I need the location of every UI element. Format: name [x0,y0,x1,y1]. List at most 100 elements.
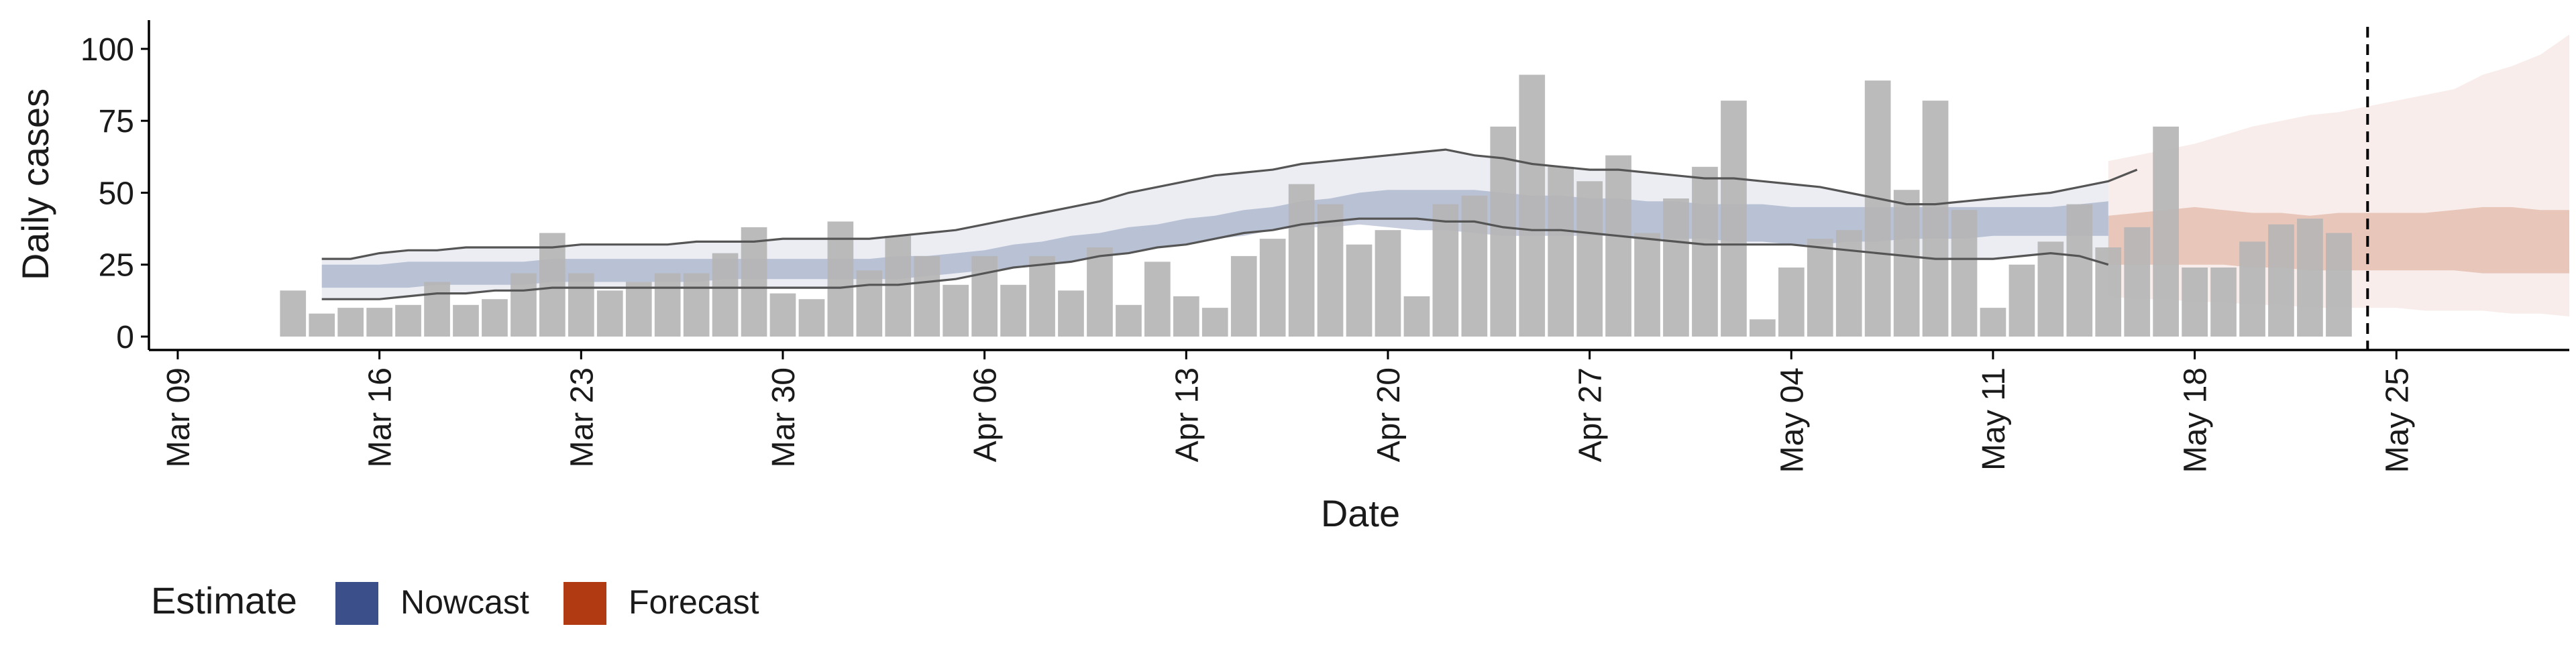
y-tick-label: 50 [99,176,134,211]
x-tick-label: Mar 30 [766,367,802,467]
bar [366,308,392,337]
bar [1605,155,1631,337]
bar [2008,264,2035,337]
y-tick-label: 25 [99,248,134,284]
bar [280,290,307,337]
x-tick-label: Apr 06 [968,367,1004,462]
bar [1835,230,1862,337]
nowcast-lower-line [321,217,2109,300]
bar [1201,308,1228,337]
bar [1778,268,1805,337]
bar [2124,227,2151,337]
bar [2153,126,2179,337]
bar [1461,195,1488,337]
bar [2239,241,2265,337]
bar [1490,126,1517,337]
bar [654,273,681,337]
bar [1548,166,1574,337]
bar [1288,184,1315,337]
bar [424,282,450,337]
legend-title: Estimate [151,579,297,622]
bar [395,304,421,337]
bar [2268,224,2294,337]
bar [1230,255,1257,337]
bar [943,284,969,337]
bar [1721,101,1747,337]
bar-series [280,74,2352,337]
bar [856,270,883,337]
bar [2297,219,2323,337]
bar [1346,244,1373,337]
bar [1692,166,1718,337]
bar [309,313,335,337]
x-tick-label: Apr 27 [1573,367,1609,462]
legend-label-forecast: Forecast [629,583,759,621]
legend: Estimate Nowcast Forecast [151,579,759,625]
bar [1893,190,1920,337]
bar [683,273,710,337]
x-tick-label: May 18 [2178,367,2214,473]
bar [1173,296,1199,337]
bar [1663,198,1689,337]
x-tick-label: Mar 16 [363,367,398,467]
bar [482,299,508,337]
bar [1259,239,1286,337]
bar [1375,230,1401,337]
bar [2066,204,2093,337]
bar [1634,233,1660,337]
x-tick-label: Apr 13 [1169,367,1205,462]
y-axis-title: Daily cases [14,89,56,280]
nowcast-upper-line [321,148,2138,260]
bar [1951,210,1978,337]
legend-swatch-nowcast [335,582,378,625]
bar [1576,181,1603,337]
bar [1750,319,1776,337]
y-tick-label: 100 [80,32,134,68]
bar [741,227,767,337]
bar [1000,284,1026,337]
x-tick-label: Mar 09 [161,367,197,467]
x-axis-title: Date [1321,492,1400,534]
x-tick-label: May 04 [1774,367,1810,473]
x-tick-label: May 25 [2379,367,2415,473]
forecast-band-90 [2108,34,2569,316]
bar [625,282,652,337]
bar [1980,308,2006,337]
bar [1922,101,1949,337]
x-tick-label: Mar 23 [564,367,600,467]
y-tick-label: 75 [99,104,134,139]
bar [453,304,479,337]
bar [1087,247,1113,337]
bar [2326,233,2352,337]
bar [1317,204,1344,337]
bar [1519,74,1546,337]
x-tick-label: May 11 [1976,367,2012,471]
bar [539,233,566,337]
bar [1029,255,1055,337]
bar [596,290,623,337]
bar [2210,268,2237,337]
bar [1807,239,1833,337]
confidence-bands-90 [321,34,2569,316]
bar [2182,268,2208,337]
bar [337,308,364,337]
y-tick-label: 0 [116,320,134,355]
bar [885,235,912,337]
bar [1432,204,1459,337]
bar [568,273,594,337]
bar [511,273,537,337]
legend-label-nowcast: Nowcast [400,583,529,621]
bar [1403,296,1430,337]
nowcast-band-90 [321,150,2108,300]
legend-swatch-forecast [564,582,606,625]
x-tick-label: Apr 20 [1371,367,1407,462]
bar [712,253,739,337]
bar [798,299,825,337]
nowcast-band-50 [321,190,2108,288]
bar [971,255,998,337]
bar [2095,247,2122,337]
band-outline-lines [321,148,2138,300]
bar [1864,80,1891,337]
